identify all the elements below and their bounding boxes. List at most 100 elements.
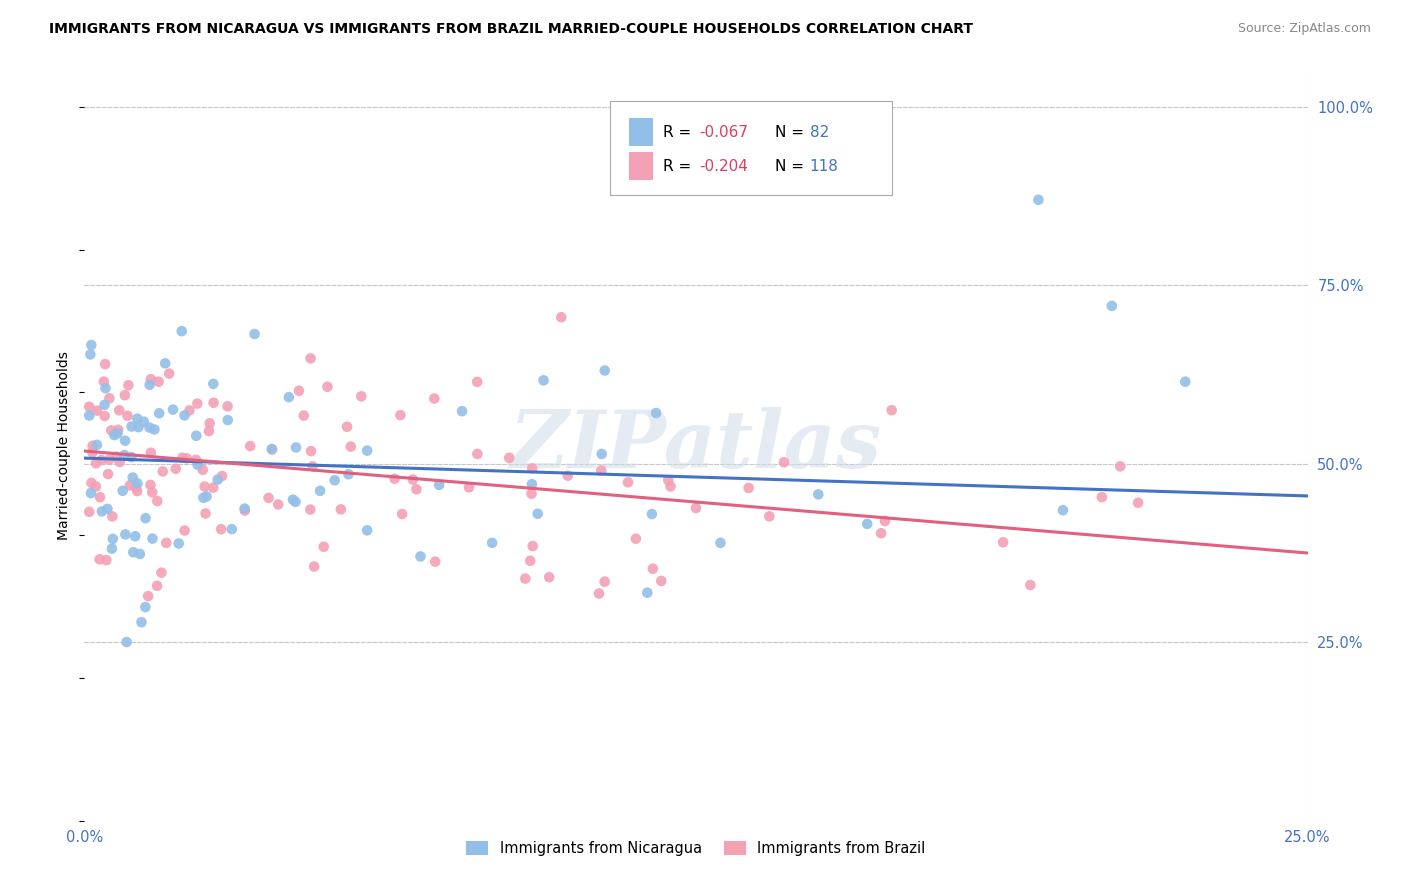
Point (207, 473, 229, 487)
Point (423, 392, 446, 406)
Point (90, 504, 112, 518)
Text: 82: 82 (810, 125, 830, 140)
Point (299, 444, 322, 458)
Bar (628, 118, 654, 146)
Point (121, 419, 143, 434)
Point (139, 478, 162, 492)
Point (165, 461, 187, 475)
Point (134, 600, 156, 615)
Point (94, 381, 117, 395)
Point (202, 481, 225, 495)
Point (127, 476, 149, 491)
Text: 118: 118 (810, 159, 838, 174)
Point (709, 536, 731, 550)
Point (135, 511, 157, 525)
Point (184, 452, 207, 467)
Point (108, 455, 131, 469)
Point (550, 310, 572, 325)
Point (522, 539, 544, 553)
Point (101, 532, 124, 546)
Point (86, 403, 108, 417)
Point (118, 478, 141, 492)
Point (591, 463, 613, 477)
Point (267, 498, 290, 512)
Point (170, 324, 193, 338)
Point (991, 535, 1014, 549)
Point (114, 434, 136, 448)
Point (146, 494, 169, 508)
Point (198, 424, 221, 438)
Text: R =: R = (664, 125, 696, 140)
Point (107, 423, 129, 437)
Point (281, 492, 304, 507)
Point (120, 450, 142, 464)
Text: -0.204: -0.204 (700, 159, 748, 174)
Point (641, 562, 664, 576)
Point (292, 409, 315, 423)
Point (146, 579, 169, 593)
Point (356, 443, 378, 458)
Point (522, 461, 544, 475)
Point (284, 495, 307, 509)
Point (111, 483, 134, 498)
Point (139, 372, 162, 386)
Point (1126, 496, 1149, 510)
Text: Source: ZipAtlas.com: Source: ZipAtlas.com (1237, 22, 1371, 36)
Point (233, 501, 256, 516)
Point (301, 459, 323, 474)
Point (402, 473, 425, 487)
Point (1028, 193, 1050, 207)
Point (873, 514, 896, 528)
Point (173, 524, 195, 538)
Point (588, 586, 610, 600)
Point (93, 398, 115, 412)
Point (650, 574, 672, 588)
Point (77, 409, 100, 423)
Point (312, 540, 335, 554)
Point (80, 475, 103, 490)
Point (316, 380, 339, 394)
Point (84, 456, 107, 470)
Point (105, 450, 128, 464)
Point (409, 549, 432, 564)
Point (329, 502, 352, 516)
Point (176, 451, 198, 466)
Point (659, 479, 682, 493)
Point (114, 448, 136, 462)
Point (121, 470, 143, 484)
Point (98, 452, 121, 467)
Point (80, 486, 103, 500)
Point (856, 516, 879, 531)
Point (526, 507, 548, 521)
Point (217, 400, 239, 414)
Point (350, 389, 373, 403)
Point (384, 472, 406, 486)
Point (173, 409, 195, 423)
Point (425, 555, 447, 569)
Point (127, 411, 149, 425)
Point (520, 477, 543, 491)
Point (257, 491, 280, 505)
Point (194, 507, 217, 521)
Point (162, 402, 184, 417)
Point (336, 419, 359, 434)
Point (520, 486, 543, 500)
Point (458, 480, 481, 494)
Point (172, 450, 194, 465)
Point (451, 404, 474, 418)
Point (191, 463, 214, 477)
Point (481, 536, 503, 550)
Point (593, 363, 616, 377)
Point (86, 438, 108, 452)
Point (617, 475, 640, 490)
Point (79, 347, 101, 361)
Point (339, 440, 361, 454)
Point (167, 536, 190, 550)
Point (148, 406, 170, 420)
Point (157, 367, 180, 381)
Point (89, 490, 111, 504)
Point (356, 524, 378, 538)
Point (141, 532, 163, 546)
Point (202, 396, 225, 410)
Point (127, 484, 149, 499)
